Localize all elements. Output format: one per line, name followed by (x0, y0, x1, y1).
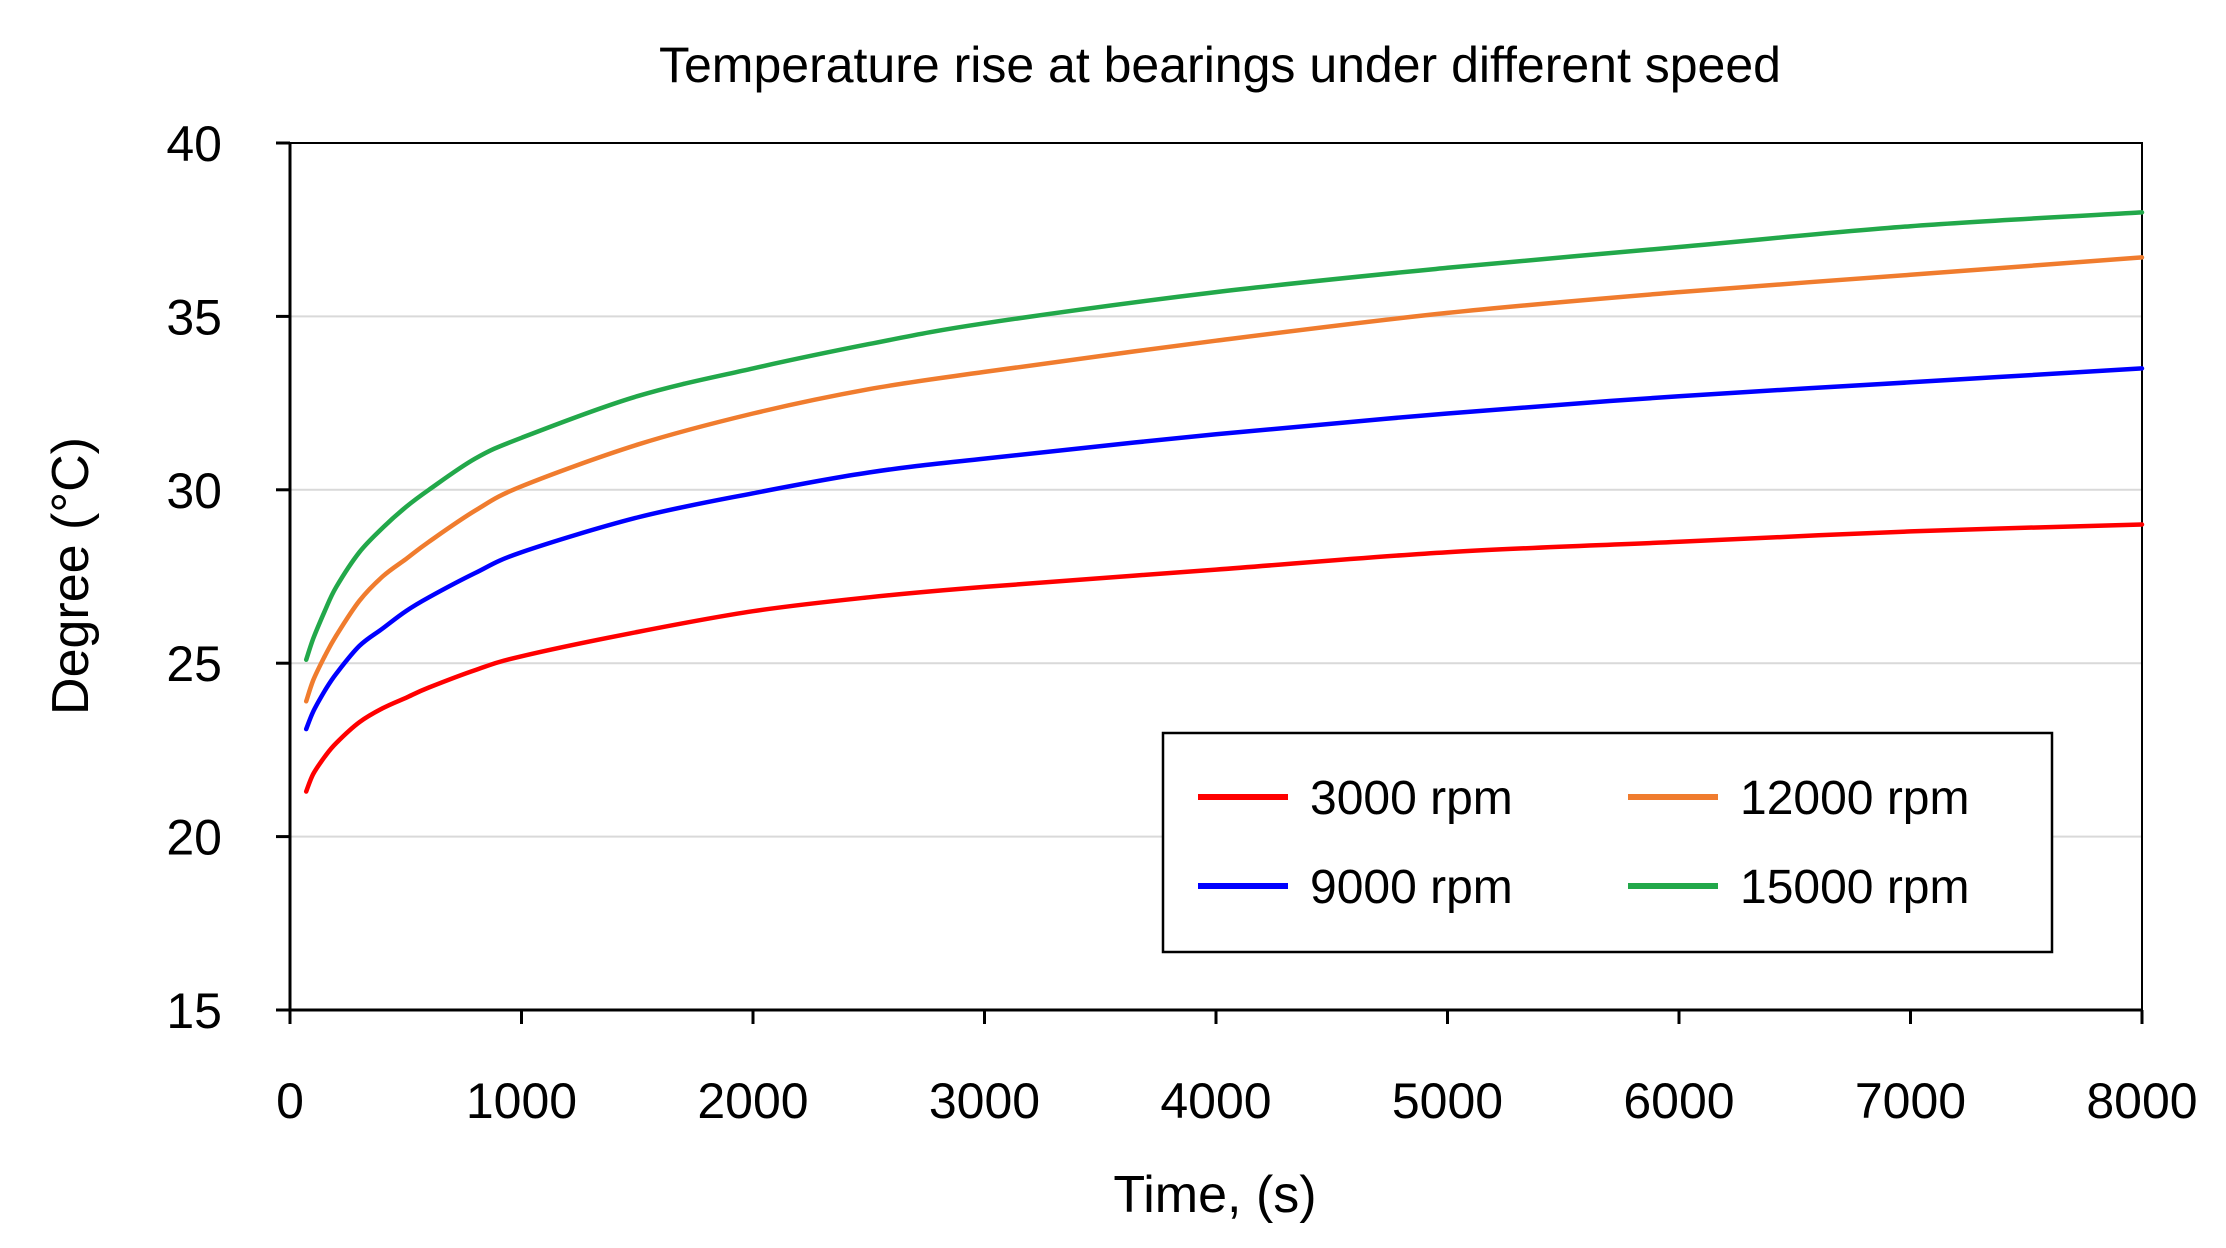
x-tick-label: 7000 (1855, 1073, 1966, 1129)
x-tick-label: 0 (276, 1073, 304, 1129)
legend-label-3000-rpm: 3000 rpm (1310, 772, 1513, 825)
y-tick-label: 20 (166, 810, 222, 866)
series-lines (303, 210, 2145, 794)
x-tick-label: 8000 (2086, 1073, 2197, 1129)
legend-label-9000-rpm: 9000 rpm (1310, 861, 1513, 914)
series-line-12000-rpm (303, 255, 2145, 704)
axes: 15 20 25 30 35 40 0 1000 2000 3000 4000 5000 6000 700… (166, 116, 2197, 1129)
x-tick-label: 4000 (1160, 1073, 1271, 1129)
x-tick-label: 2000 (697, 1073, 808, 1129)
y-tick-label: 30 (166, 463, 222, 519)
x-tick-label: 6000 (1623, 1073, 1734, 1129)
y-tick-label: 15 (166, 983, 222, 1039)
legend: 3000 rpm 12000 rpm 9000 rpm 15000 rpm (1161, 731, 2054, 954)
x-tick-label: 1000 (466, 1073, 577, 1129)
legend-label-15000-rpm: 15000 rpm (1740, 861, 1969, 914)
legend-box (1161, 731, 2054, 954)
y-axis-title: Degree (°C) (42, 437, 100, 715)
series-line-15000-rpm (303, 210, 2145, 662)
legend-label-12000-rpm: 12000 rpm (1740, 772, 1969, 825)
series-line-3000-rpm (303, 522, 2145, 794)
chart-title: Temperature rise at bearings under diffe… (659, 37, 1781, 93)
x-axis-title: Time, (s) (1113, 1166, 1316, 1224)
x-tick-label: 3000 (929, 1073, 1040, 1129)
y-tick-label: 25 (166, 636, 222, 692)
x-tick-label: 5000 (1392, 1073, 1503, 1129)
y-tick-label: 35 (166, 289, 222, 345)
series-line-9000-rpm (303, 366, 2145, 732)
y-tick-label: 40 (166, 116, 222, 172)
